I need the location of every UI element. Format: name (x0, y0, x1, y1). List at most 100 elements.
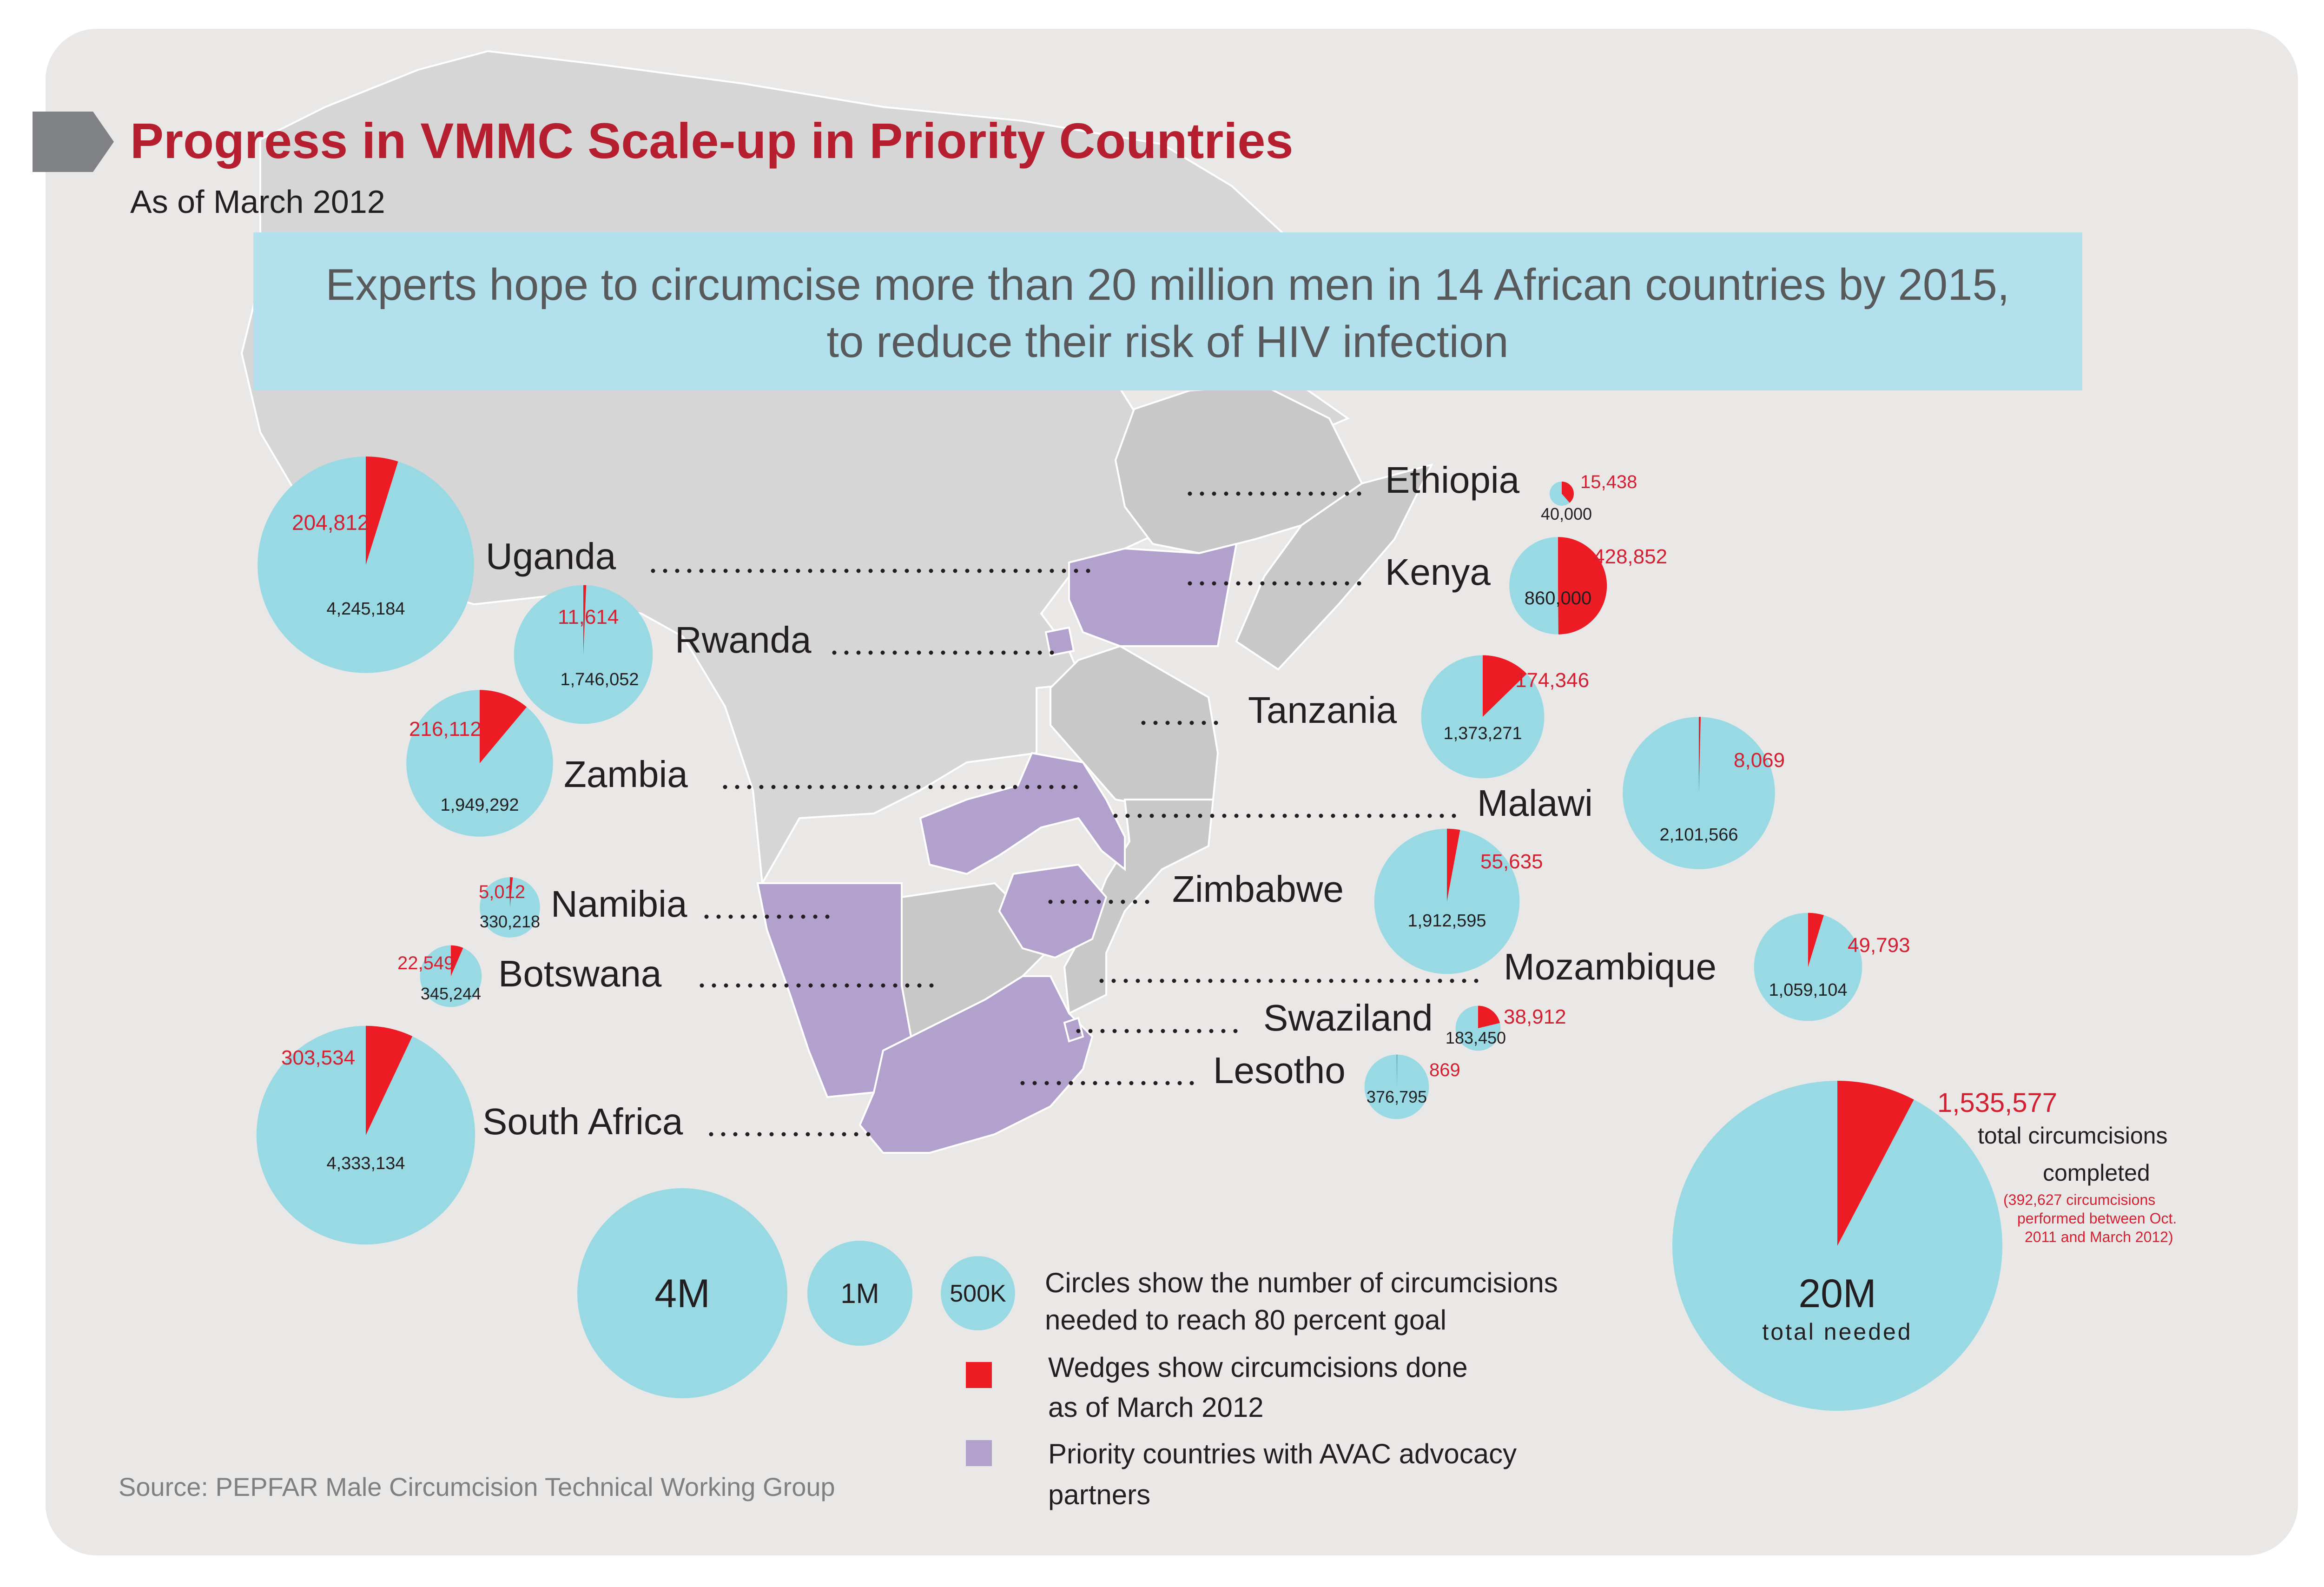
country-label-botswana: Botswana (498, 953, 662, 994)
rwanda-shape (1044, 626, 1075, 657)
needed-value-botswana: 345,244 (421, 984, 481, 1003)
needed-value-uganda: 4,245,184 (326, 599, 405, 619)
country-label-mozambique: Mozambique (1504, 946, 1717, 987)
swaziland-shape (1063, 1017, 1084, 1043)
needed-value-swaziland: 183,450 (1446, 1028, 1506, 1047)
pie-mozambique: 1,059,104 49,793 Mozambique (1504, 913, 1910, 1021)
headline-banner (253, 232, 2082, 390)
needed-value-mozambique: 1,059,104 (1769, 980, 1847, 1000)
done-wedge-mozambique (1808, 913, 1824, 967)
done-wedge-zimbabwe (1447, 828, 1460, 901)
zimbabwe-shape (998, 863, 1108, 959)
banner-line-2: to reduce their risk of HIV infection (826, 317, 1508, 367)
needed-value-zimbabwe: 1,912,595 (1407, 911, 1486, 931)
done-wedge-tanzania (1483, 655, 1527, 717)
total-note-3: 2011 and March 2012) (2025, 1229, 2173, 1245)
done-wedge-namibia (510, 877, 513, 907)
done-value-mozambique: 49,793 (1848, 934, 1910, 957)
done-value-namibia: 5,012 (479, 882, 525, 902)
country-label-namibia: Namibia (551, 883, 687, 925)
done-value-rwanda: 11,614 (558, 606, 619, 628)
done-wedge-zambia (480, 690, 527, 763)
legend-circle-4m (577, 1188, 787, 1398)
mozambique-shape (1063, 799, 1215, 1015)
banner-line-1: Experts hope to circumcise more than 20 … (325, 260, 2009, 310)
country-label-lesotho: Lesotho (1213, 1050, 1346, 1091)
needed-value-kenya: 860,000 (1525, 588, 1592, 608)
total-needed-big: 20M (1798, 1271, 1876, 1316)
done-value-botswana: 22,549 (397, 953, 454, 973)
country-label-kenya: Kenya (1385, 551, 1491, 593)
legend-priority-line-1: Priority countries with AVAC advocacy (1048, 1438, 1517, 1469)
done-wedge-kenya (1558, 537, 1607, 635)
legend-wedge-swatch (966, 1362, 992, 1388)
needed-value-tanzania: 1,373,271 (1443, 724, 1522, 743)
needed-value-malawi: 2,101,566 (1659, 825, 1738, 845)
uganda-kenya-shape (1068, 542, 1238, 647)
done-value-swaziland: 38,912 (1504, 1005, 1566, 1028)
pie-tanzania: 1,373,271 174,346 Tanzania (1248, 655, 1589, 779)
done-value-lesotho: 869 (1429, 1060, 1460, 1080)
country-label-tanzania: Tanzania (1248, 689, 1397, 731)
header-arrow-icon (33, 112, 114, 172)
pie-uganda: 4,245,184 204,812 Uganda (257, 456, 616, 673)
done-wedge-rwanda (583, 585, 587, 655)
country-label-south-africa: South Africa (482, 1101, 683, 1142)
done-wedge-ethiopia (1562, 482, 1574, 503)
pie-ethiopia: 40,000 15,438 Ethiopia (1385, 459, 1637, 523)
pie-zimbabwe: 1,912,595 55,635 Zimbabwe (1172, 828, 1543, 974)
legend-priority-line-2: partners (1048, 1479, 1150, 1510)
needed-value-ethiopia: 40,000 (1541, 504, 1592, 523)
zambia-malawi-shape (919, 752, 1126, 875)
total-note-1: (392,627 circumcisions (2003, 1191, 2155, 1208)
legend-wedges-line-2: as of March 2012 (1048, 1392, 1264, 1423)
legend-circle-1m (807, 1241, 912, 1346)
total-done-label-1: total circumcisions (1978, 1123, 2167, 1149)
done-value-ethiopia: 15,438 (1580, 472, 1637, 492)
country-label-ethiopia: Ethiopia (1385, 459, 1520, 501)
legend-label-1m: 1M (840, 1278, 879, 1309)
country-label-swaziland: Swaziland (1263, 997, 1433, 1038)
pie-south-africa: 4,333,134 303,534 South Africa (256, 1025, 683, 1245)
done-wedge-uganda (366, 456, 398, 565)
needed-value-south-africa: 4,333,134 (326, 1154, 405, 1173)
legend-circle-500k (941, 1256, 1015, 1330)
done-value-south-africa: 303,534 (281, 1046, 355, 1069)
done-value-zambia: 216,112 (409, 718, 482, 741)
country-label-uganda: Uganda (486, 536, 616, 577)
legend-label-500k: 500K (950, 1280, 1006, 1307)
done-value-uganda: 204,812 (292, 510, 369, 535)
total-pie (1672, 1081, 2002, 1411)
done-value-malawi: 8,069 (1734, 749, 1785, 772)
leader-lines (651, 491, 1480, 1137)
legend-circles-line-1: Circles show the number of circumcisions (1045, 1267, 1558, 1298)
pie-botswana: 345,244 22,549 Botswana (397, 945, 662, 1007)
pie-rwanda: 1,746,052 11,614 Rwanda (514, 585, 812, 724)
country-label-malawi: Malawi (1477, 782, 1593, 824)
done-wedge-south-africa (366, 1025, 413, 1135)
legend-circles-line-2: needed to reach 80 percent goal (1045, 1304, 1446, 1336)
total-done-label-2: completed (2043, 1160, 2150, 1186)
legend-label-4m: 4M (654, 1271, 710, 1316)
pie-namibia: 330,218 5,012 Namibia (479, 877, 687, 938)
total-done-value: 1,535,577 (1937, 1088, 2057, 1118)
pie-zambia: 1,949,292 216,112 Zambia (406, 690, 688, 837)
needed-value-zambia: 1,949,292 (440, 795, 519, 815)
needed-value-namibia: 330,218 (480, 912, 540, 931)
done-value-zimbabwe: 55,635 (1480, 850, 1543, 873)
page-title: Progress in VMMC Scale-up in Priority Co… (130, 112, 1293, 169)
page-subtitle: As of March 2012 (130, 184, 385, 220)
total-done-wedge (1837, 1081, 1914, 1246)
country-label-zimbabwe: Zimbabwe (1172, 868, 1344, 910)
country-label-zambia: Zambia (564, 754, 688, 795)
country-label-rwanda: Rwanda (675, 619, 812, 661)
pie-malawi: 2,101,566 8,069 Malawi (1477, 717, 1785, 869)
done-value-tanzania: 174,346 (1515, 669, 1589, 692)
legend-priority-swatch (966, 1440, 992, 1466)
